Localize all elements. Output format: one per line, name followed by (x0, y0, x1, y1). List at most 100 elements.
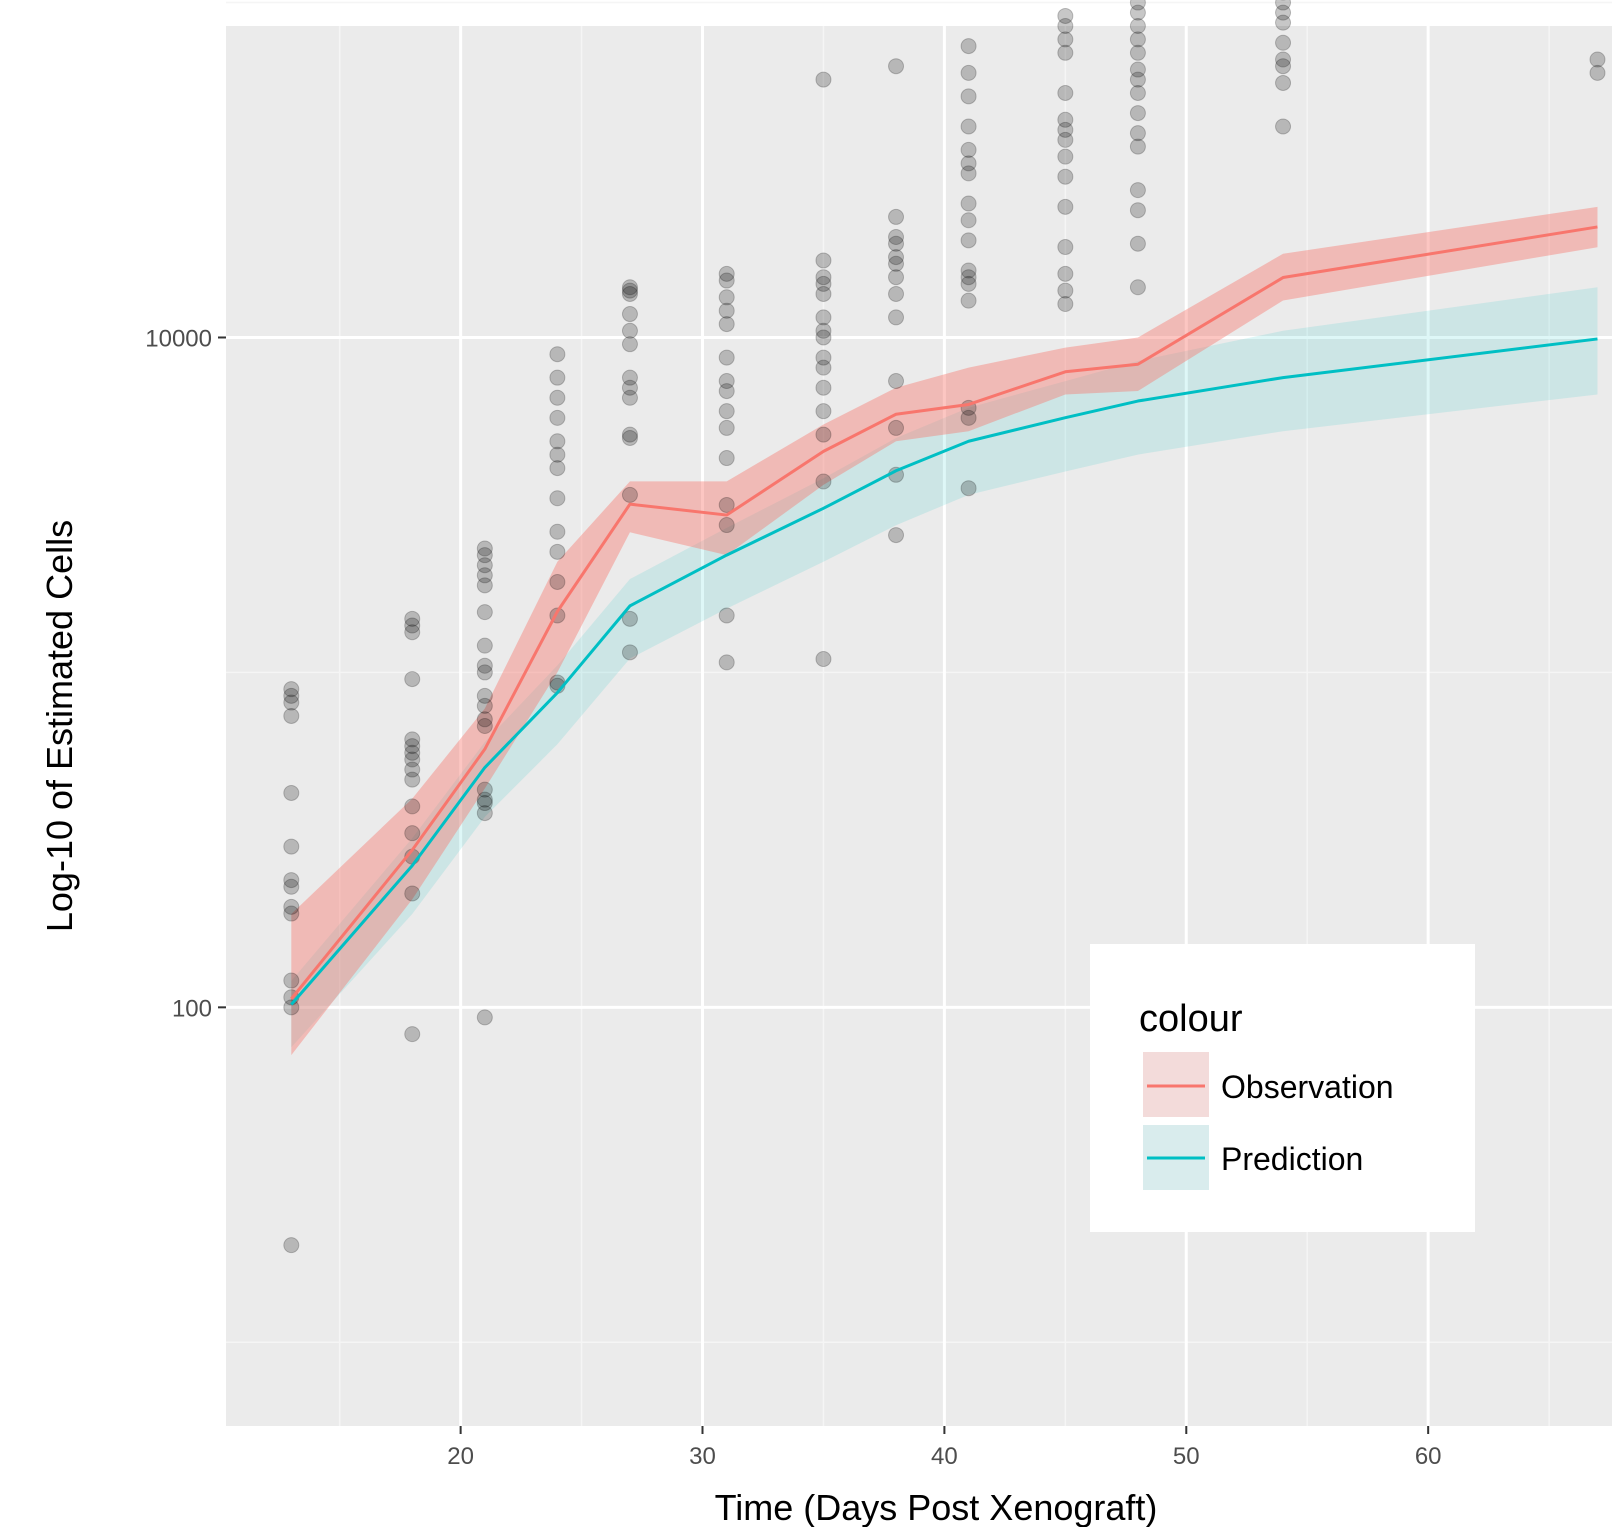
scatter-point (960, 118, 977, 135)
scatter-point (283, 681, 300, 698)
scatter-point (549, 446, 566, 463)
scatter-point (404, 825, 421, 842)
legend: colour Observation Prediction (1090, 944, 1475, 1232)
y-axis-ticks: 100 10000 (145, 325, 226, 1022)
scatter-point (1129, 4, 1146, 21)
scatter-point (815, 403, 832, 420)
scatter-points (283, 0, 1606, 1254)
scatter-point (815, 473, 832, 490)
scatter-point (1129, 235, 1146, 252)
ribbon-observation (291, 206, 1598, 1056)
scatter-point (815, 359, 832, 376)
scatter-point (718, 316, 735, 333)
scatter-point (815, 285, 832, 302)
scatter-point (1057, 198, 1074, 215)
scatter-point (621, 486, 638, 503)
scatter-point (404, 771, 421, 788)
scatter-point (718, 654, 735, 671)
scatter-point (888, 373, 905, 390)
scatter-point (888, 208, 905, 225)
scatter-point (1129, 202, 1146, 219)
x-tick-label: 30 (689, 1443, 716, 1470)
scatter-point (960, 232, 977, 249)
scatter-point (476, 805, 493, 822)
scatter-point (888, 419, 905, 436)
scatter-point (1057, 282, 1074, 299)
x-tick-label: 60 (1415, 1443, 1442, 1470)
scatter-point (404, 744, 421, 761)
scatter-point (888, 229, 905, 246)
scatter-point (476, 547, 493, 564)
scatter-point (960, 275, 977, 292)
scatter-point (549, 543, 566, 560)
scatter-point (549, 573, 566, 590)
scatter-point (404, 798, 421, 815)
scatter-point (815, 651, 832, 668)
scatter-point (283, 872, 300, 889)
scatter-point (888, 249, 905, 266)
scatter-point (815, 252, 832, 269)
scatter-point (815, 71, 832, 88)
scatter-point (476, 604, 493, 621)
scatter-point (476, 657, 493, 674)
scatter-point (1129, 182, 1146, 199)
scatter-point (960, 212, 977, 229)
scatter-point (404, 738, 421, 755)
y-tick-label: 100 (172, 995, 212, 1022)
scatter-point (815, 379, 832, 396)
scatter-point (718, 450, 735, 467)
scatter-point (1275, 4, 1292, 21)
scatter-point (960, 155, 977, 172)
scatter-point (1057, 44, 1074, 61)
scatter-point (404, 885, 421, 902)
scatter-point (960, 262, 977, 279)
scatter-point (621, 389, 638, 406)
scatter-point (888, 58, 905, 75)
scatter-point (960, 38, 977, 55)
line-prediction (290, 337, 1598, 1006)
scatter-point (621, 429, 638, 446)
scatter-point (283, 694, 300, 711)
scatter-point (1129, 105, 1146, 122)
scatter-point (1275, 14, 1292, 31)
scatter-point (815, 322, 832, 339)
scatter-point (1275, 58, 1292, 75)
scatter-point (718, 419, 735, 436)
scatter-point (549, 346, 566, 363)
scatter-point (1057, 295, 1074, 312)
scatter-point (1057, 121, 1074, 138)
scatter-point (1129, 138, 1146, 155)
scatter-point (476, 697, 493, 714)
scatter-point (621, 282, 638, 299)
ribbon-prediction (291, 287, 1598, 1048)
scatter-point (1129, 0, 1146, 11)
scatter-point (476, 567, 493, 584)
scatter-point (960, 195, 977, 212)
scatter-point (815, 309, 832, 326)
scatter-point (960, 269, 977, 286)
scatter-point (1129, 71, 1146, 88)
scatter-point (718, 607, 735, 624)
x-tick-label: 20 (447, 1443, 474, 1470)
scatter-point (888, 269, 905, 286)
x-axis-ticks: 20 30 40 50 60 (447, 1426, 1442, 1470)
scatter-point (1057, 168, 1074, 185)
scatter-point (283, 999, 300, 1016)
scatter-point (404, 731, 421, 748)
scatter-point (888, 309, 905, 326)
scatter-point (549, 409, 566, 426)
scatter-point (404, 751, 421, 768)
scatter-point (718, 302, 735, 319)
legend-label-prediction: Prediction (1221, 1141, 1363, 1177)
series-lines (290, 225, 1598, 1006)
scatter-point (283, 898, 300, 915)
scatter-point (815, 426, 832, 443)
scatter-point (718, 349, 735, 366)
scatter-point (476, 781, 493, 798)
x-tick-label: 40 (931, 1443, 958, 1470)
scatter-point (1275, 74, 1292, 91)
scatter-point (283, 838, 300, 855)
scatter-point (888, 235, 905, 252)
scatter-point (621, 379, 638, 396)
scatter-point (888, 255, 905, 272)
